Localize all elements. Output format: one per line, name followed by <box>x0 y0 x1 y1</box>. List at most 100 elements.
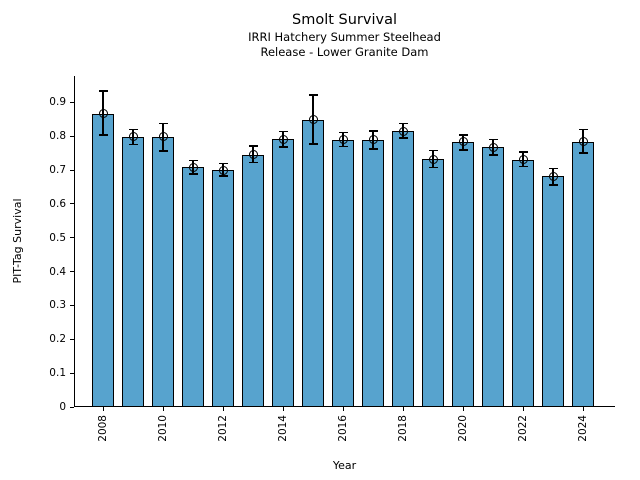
error-cap-low-2010 <box>158 150 168 152</box>
error-cap-low-2024 <box>578 152 588 154</box>
error-cap-high-2010 <box>158 122 168 125</box>
x-tick-label-2012: 2012 <box>217 415 229 442</box>
error-cap-high-2013 <box>248 145 258 147</box>
y-tick-0.6 <box>70 203 74 205</box>
bar-2016 <box>332 139 354 407</box>
y-tick-label-0.1: 0.1 <box>49 367 66 380</box>
mean-marker-2013 <box>248 150 258 160</box>
mean-marker-2012 <box>218 165 228 175</box>
mean-marker-2015 <box>308 115 318 125</box>
error-cap-high-2018 <box>398 122 408 125</box>
error-cap-high-2019 <box>428 149 438 152</box>
y-tick-0.8 <box>70 135 74 137</box>
mean-marker-2022 <box>518 155 528 165</box>
x-tick-2016 <box>342 407 344 411</box>
error-cap-low-2019 <box>428 166 438 169</box>
y-tick-0.5 <box>70 237 74 239</box>
bar-2023 <box>542 176 564 407</box>
y-tick-label-0.4: 0.4 <box>49 265 66 278</box>
error-cap-low-2021 <box>488 154 498 156</box>
error-cap-low-2023 <box>548 184 558 186</box>
bar-2015 <box>302 119 324 407</box>
error-cap-low-2022 <box>518 165 528 168</box>
bar-2021 <box>482 147 504 407</box>
bar-2019 <box>422 159 444 407</box>
y-tick-label-0: 0 <box>59 401 66 413</box>
error-cap-low-2016 <box>338 145 348 148</box>
x-tick-2012 <box>222 407 224 411</box>
bar-2022 <box>512 159 534 407</box>
bar-2024 <box>572 141 594 407</box>
x-tick-label-2018: 2018 <box>397 415 409 442</box>
x-tick-2018 <box>402 407 404 411</box>
x-axis-title: Year <box>332 459 357 472</box>
error-cap-low-2008 <box>98 134 108 136</box>
y-tick-label-0.7: 0.7 <box>49 164 66 177</box>
error-cap-high-2012 <box>218 162 228 165</box>
error-cap-high-2021 <box>488 138 498 141</box>
x-tick-label-2010: 2010 <box>157 415 169 442</box>
plot-area: 0 0.1 0.2 0.3 0.4 0.5 0.6 0.7 0.8 0.9 2008 2010 2012… <box>49 76 615 442</box>
mean-marker-2020 <box>458 137 468 147</box>
error-cap-high-2020 <box>458 134 468 136</box>
x-tick-label-2014: 2014 <box>277 415 289 442</box>
error-cap-high-2011 <box>188 159 198 162</box>
x-tick-2008 <box>102 407 104 411</box>
error-cap-low-2015 <box>308 143 318 145</box>
y-tick-0.7 <box>70 169 74 171</box>
y-axis-title: PIT-Tag Survival <box>11 198 24 284</box>
chart-title: Smolt Survival <box>292 12 397 28</box>
error-cap-high-2017 <box>368 130 378 132</box>
error-cap-low-2009 <box>128 143 138 146</box>
error-cap-high-2016 <box>338 131 348 134</box>
mean-marker-2023 <box>548 171 558 181</box>
x-tick-label-2020: 2020 <box>457 415 469 442</box>
mean-marker-2018 <box>398 126 408 136</box>
bar-2013 <box>242 154 264 407</box>
y-tick-label-0.5: 0.5 <box>49 231 66 244</box>
y-tick-0.2 <box>70 338 74 340</box>
chart-subtitle-line2: Release - Lower Granite Dam <box>260 45 429 59</box>
bar-2017 <box>362 139 384 407</box>
error-cap-high-2014 <box>278 130 288 133</box>
mean-marker-2014 <box>278 134 288 144</box>
y-tick-0.3 <box>70 304 74 306</box>
error-cap-low-2020 <box>458 149 468 151</box>
mean-marker-2010 <box>158 132 168 142</box>
error-cap-low-2018 <box>398 137 408 139</box>
y-tick-0.1 <box>70 372 74 374</box>
error-cap-high-2023 <box>548 167 558 170</box>
x-tick-2024 <box>582 407 584 411</box>
error-cap-low-2012 <box>218 175 228 177</box>
error-cap-high-2024 <box>578 128 588 131</box>
title-block: Smolt Survival IRRI Hatchery Summer Stee… <box>74 10 615 60</box>
y-tick-0.4 <box>70 271 74 273</box>
bar-2018 <box>392 131 414 407</box>
error-cap-high-2015 <box>308 94 318 96</box>
bar-2011 <box>182 167 204 407</box>
bar-2009 <box>122 136 144 407</box>
x-tick-label-2024: 2024 <box>577 415 589 442</box>
error-cap-high-2008 <box>98 90 108 92</box>
bar-2008 <box>92 113 114 407</box>
error-cap-high-2009 <box>128 128 138 131</box>
mean-marker-2019 <box>428 154 438 164</box>
error-cap-low-2011 <box>188 173 198 175</box>
error-cap-low-2017 <box>368 148 378 150</box>
x-tick-label-2008: 2008 <box>97 415 109 442</box>
x-tick-label-2022: 2022 <box>517 415 529 442</box>
y-tick-label-0.6: 0.6 <box>49 197 66 210</box>
x-tick-2020 <box>462 407 464 411</box>
x-tick-label-2016: 2016 <box>337 415 349 442</box>
chart-subtitle-line1: IRRI Hatchery Summer Steelhead <box>248 30 441 44</box>
x-tick-2010 <box>162 407 164 411</box>
y-tick-label-0.8: 0.8 <box>49 130 66 143</box>
y-tick-label-0.2: 0.2 <box>49 333 66 346</box>
y-tick-label-0.9: 0.9 <box>49 96 66 109</box>
error-cap-low-2014 <box>278 146 288 148</box>
bar-2020 <box>452 141 474 407</box>
error-cap-high-2022 <box>518 151 528 153</box>
mean-marker-2008 <box>98 109 108 119</box>
y-axis-spine <box>74 76 75 407</box>
